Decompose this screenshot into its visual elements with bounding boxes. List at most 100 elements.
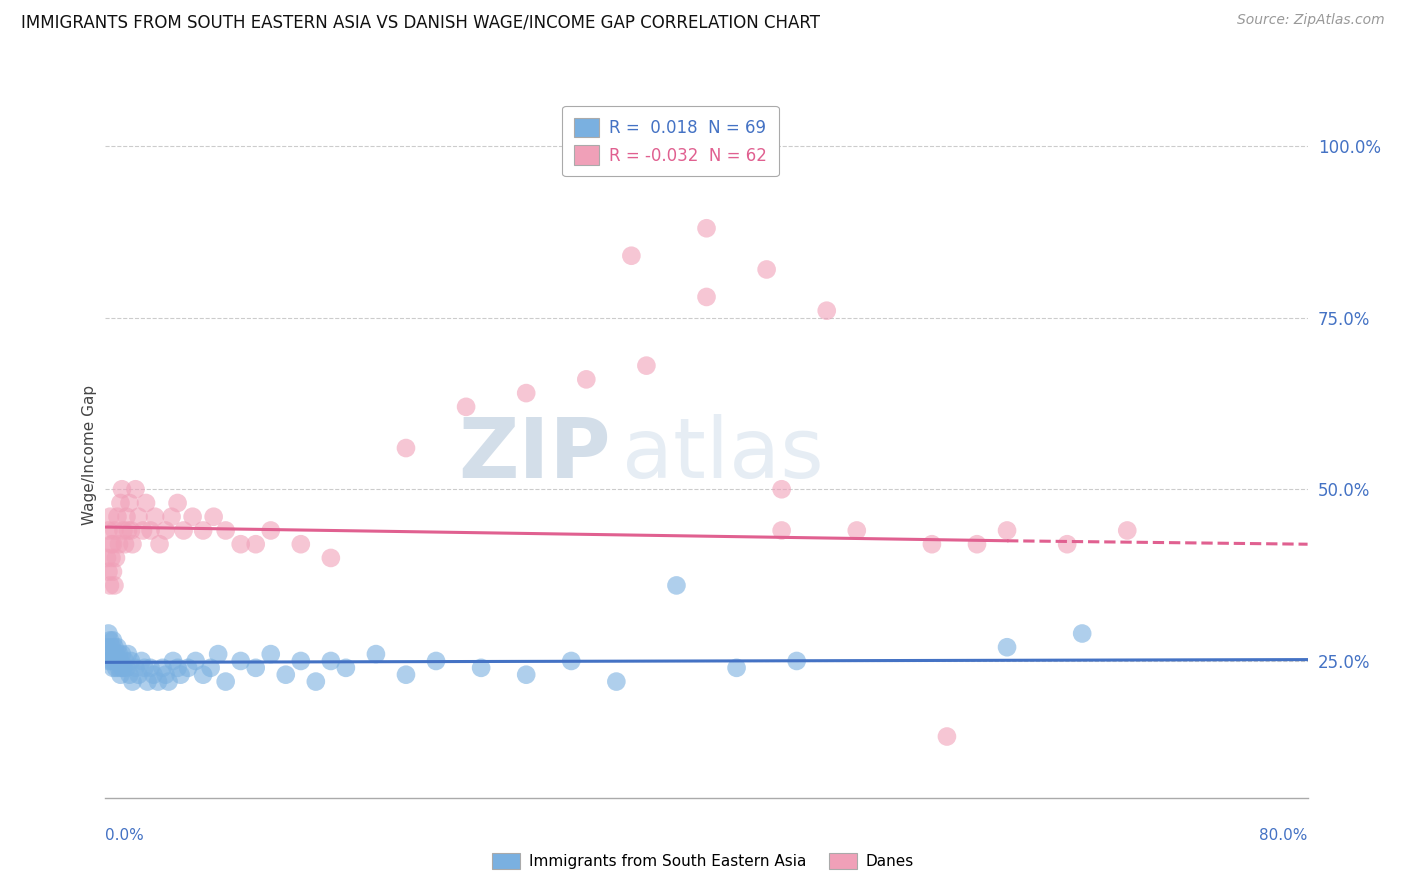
Point bbox=[1071, 626, 1094, 640]
Point bbox=[155, 667, 177, 681]
Point bbox=[124, 482, 146, 496]
Point bbox=[245, 537, 267, 551]
Point bbox=[107, 654, 129, 668]
Point bbox=[921, 537, 943, 551]
Point bbox=[98, 578, 121, 592]
Point bbox=[274, 667, 297, 681]
Point bbox=[636, 359, 658, 373]
Point bbox=[202, 509, 225, 524]
Point bbox=[725, 661, 748, 675]
Point bbox=[117, 647, 139, 661]
Point bbox=[101, 647, 124, 661]
Legend: R =  0.018  N = 69, R = -0.032  N = 62: R = 0.018 N = 69, R = -0.032 N = 62 bbox=[562, 106, 779, 177]
Point bbox=[104, 550, 127, 566]
Point bbox=[515, 386, 537, 401]
Point bbox=[139, 524, 162, 538]
Point bbox=[214, 524, 236, 538]
Point bbox=[845, 524, 868, 538]
Point bbox=[136, 674, 159, 689]
Point bbox=[470, 661, 492, 675]
Point bbox=[98, 509, 121, 524]
Point bbox=[425, 654, 447, 668]
Point bbox=[128, 509, 150, 524]
Point bbox=[111, 482, 134, 496]
Point bbox=[103, 578, 125, 592]
Point bbox=[786, 654, 808, 668]
Point bbox=[121, 674, 143, 689]
Point bbox=[770, 524, 793, 538]
Point bbox=[560, 654, 582, 668]
Point bbox=[107, 509, 129, 524]
Point bbox=[260, 647, 283, 661]
Point bbox=[229, 654, 252, 668]
Point bbox=[108, 537, 131, 551]
Point bbox=[290, 537, 312, 551]
Point bbox=[115, 509, 138, 524]
Point bbox=[96, 640, 118, 655]
Point bbox=[110, 667, 132, 681]
Point bbox=[160, 509, 183, 524]
Point bbox=[97, 654, 120, 668]
Point bbox=[146, 674, 169, 689]
Point bbox=[181, 509, 204, 524]
Point bbox=[177, 661, 200, 675]
Point bbox=[103, 654, 125, 668]
Point bbox=[131, 654, 153, 668]
Point bbox=[966, 537, 988, 551]
Point bbox=[245, 661, 267, 675]
Point bbox=[111, 661, 134, 675]
Point bbox=[155, 524, 177, 538]
Text: atlas: atlas bbox=[623, 415, 824, 495]
Text: IMMIGRANTS FROM SOUTH EASTERN ASIA VS DANISH WAGE/INCOME GAP CORRELATION CHART: IMMIGRANTS FROM SOUTH EASTERN ASIA VS DA… bbox=[21, 13, 820, 31]
Point bbox=[305, 674, 328, 689]
Point bbox=[770, 482, 793, 496]
Point bbox=[128, 667, 150, 681]
Point bbox=[134, 661, 156, 675]
Point bbox=[97, 524, 120, 538]
Point bbox=[132, 524, 155, 538]
Point bbox=[229, 537, 252, 551]
Point bbox=[118, 496, 141, 510]
Point bbox=[100, 537, 122, 551]
Point bbox=[107, 640, 129, 655]
Point bbox=[200, 661, 222, 675]
Point bbox=[1056, 537, 1078, 551]
Point bbox=[620, 249, 643, 263]
Point bbox=[1116, 524, 1139, 538]
Point bbox=[98, 633, 121, 648]
Point bbox=[395, 667, 418, 681]
Y-axis label: Wage/Income Gap: Wage/Income Gap bbox=[82, 384, 97, 525]
Point bbox=[104, 661, 127, 675]
Point bbox=[143, 509, 166, 524]
Point bbox=[114, 537, 136, 551]
Point bbox=[605, 674, 627, 689]
Point bbox=[97, 626, 120, 640]
Point bbox=[166, 661, 188, 675]
Point bbox=[98, 647, 121, 661]
Point bbox=[665, 578, 688, 592]
Point bbox=[120, 524, 142, 538]
Point bbox=[207, 647, 229, 661]
Point bbox=[115, 661, 138, 675]
Point bbox=[191, 524, 214, 538]
Point bbox=[111, 647, 134, 661]
Point bbox=[110, 496, 132, 510]
Point bbox=[995, 524, 1018, 538]
Point bbox=[139, 661, 162, 675]
Point bbox=[120, 654, 142, 668]
Point bbox=[114, 654, 136, 668]
Text: 0.0%: 0.0% bbox=[105, 828, 145, 843]
Point bbox=[135, 496, 157, 510]
Point bbox=[173, 524, 195, 538]
Point bbox=[755, 262, 778, 277]
Point bbox=[395, 441, 418, 455]
Point bbox=[101, 661, 124, 675]
Point bbox=[166, 496, 188, 510]
Point bbox=[364, 647, 387, 661]
Point bbox=[319, 654, 342, 668]
Point bbox=[191, 667, 214, 681]
Point bbox=[169, 667, 191, 681]
Point bbox=[97, 565, 120, 579]
Point bbox=[319, 550, 342, 566]
Point bbox=[152, 661, 174, 675]
